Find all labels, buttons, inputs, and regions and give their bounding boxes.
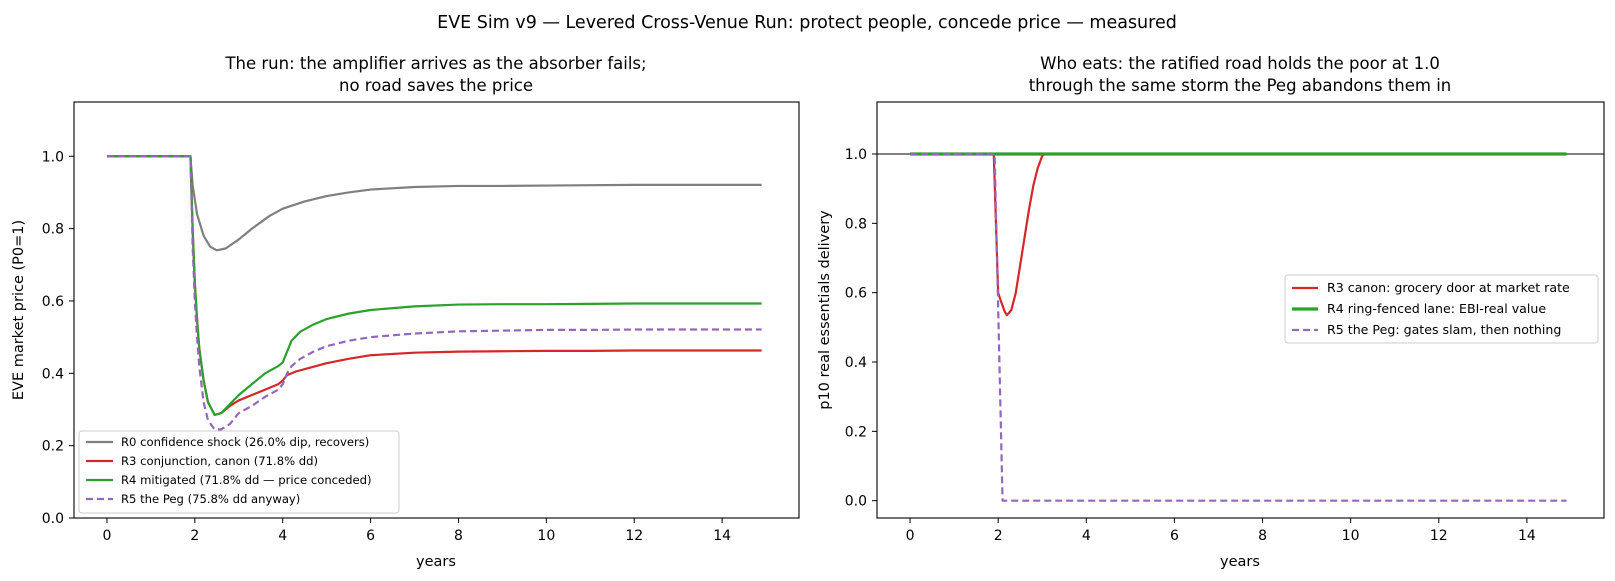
chart-left-title-line1: The run: the amplifier arrives as the ab…: [224, 54, 646, 73]
series-line-0: [106, 155, 762, 252]
legend-label-r3: R3 conjunction, canon (71.8% dd): [121, 454, 318, 468]
x-tick-label: 6: [1170, 528, 1179, 544]
legend-label-r3-canon: R3 canon: grocery door at market rate: [1327, 280, 1570, 295]
y-tick-label: 1.0: [845, 147, 867, 163]
chart-left-axes-frame: [73, 101, 800, 519]
x-tick-label: 2: [994, 528, 1003, 544]
y-tick-label: 0.4: [845, 355, 867, 371]
y-tick-label: 0.8: [845, 216, 867, 232]
y-tick-label: 0.4: [42, 366, 64, 382]
chart-left-title-line2: no road saves the price: [339, 76, 533, 95]
series-line-1: [106, 155, 762, 416]
x-tick-label: 4: [278, 528, 287, 544]
legend-label-r5-peg: R5 the Peg: gates slam, then nothing: [1327, 322, 1561, 337]
y-tick-label: 1.0: [42, 149, 64, 165]
chart-right-legend: R3 canon: grocery door at market rate R4…: [1284, 274, 1599, 344]
chart-right-legend-box: [1284, 274, 1599, 344]
chart-left-ylabel: EVE market price (P0=1): [11, 220, 27, 400]
chart-right-xlabel: years: [1220, 554, 1260, 570]
y-tick-label: 0.0: [845, 494, 867, 510]
chart-right-title-line1: Who eats: the ratified road holds the po…: [1040, 54, 1440, 73]
legend-label-r4: R4 mitigated (71.8% dd — price conceded): [121, 473, 372, 487]
chart-right-axes-frame: [876, 101, 1605, 519]
y-tick-label: 0.2: [845, 424, 867, 440]
x-tick-label: 2: [190, 528, 199, 544]
chart-left-legend: R0 confidence shock (26.0% dip, recovers…: [78, 430, 400, 514]
y-tick-label: 0.0: [42, 511, 64, 527]
y-tick-label: 0.6: [42, 294, 64, 310]
x-tick-label: 4: [1082, 528, 1091, 544]
figure-suptitle: EVE Sim v9 — Levered Cross-Venue Run: pr…: [437, 13, 1177, 33]
chart-right-essentials-delivery: Who eats: the ratified road holds the po…: [817, 54, 1605, 570]
legend-label-r5: R5 the Peg (75.8% dd anyway): [121, 492, 300, 506]
x-tick-label: 10: [537, 528, 555, 544]
x-tick-label: 8: [454, 528, 463, 544]
x-tick-label: 0: [906, 528, 915, 544]
x-tick-label: 14: [713, 528, 731, 544]
chart-left-xlabel: years: [416, 554, 456, 570]
legend-label-r0: R0 confidence shock (26.0% dip, recovers…: [121, 435, 369, 449]
chart-right-title-line2: through the same storm the Peg abandons …: [1029, 76, 1452, 95]
series-line-3: [106, 155, 762, 431]
x-tick-label: 6: [366, 528, 375, 544]
x-tick-label: 14: [1518, 528, 1536, 544]
y-tick-label: 0.6: [845, 286, 867, 302]
chart-right-ylabel: p10 real essentials delivery: [817, 210, 833, 410]
y-tick-label: 0.2: [42, 439, 64, 455]
x-tick-label: 8: [1258, 528, 1267, 544]
series-line-2: [910, 152, 1567, 502]
x-tick-label: 0: [102, 528, 111, 544]
chart-left-legend-box: [78, 430, 400, 514]
x-tick-label: 10: [1342, 528, 1360, 544]
x-tick-label: 12: [625, 528, 643, 544]
x-tick-label: 12: [1430, 528, 1448, 544]
legend-label-r4-ringfenced: R4 ring-fenced lane: EBI-real value: [1327, 301, 1546, 316]
chart-left-price-run: The run: the amplifier arrives as the ab…: [11, 54, 800, 570]
series-line-2: [106, 155, 762, 416]
y-tick-label: 0.8: [42, 222, 64, 238]
